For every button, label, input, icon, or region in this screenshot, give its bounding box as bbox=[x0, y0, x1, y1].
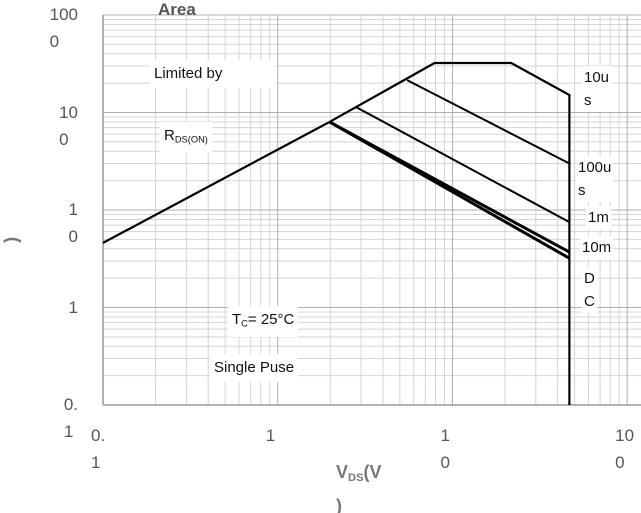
series-label: 1m bbox=[586, 206, 611, 229]
series-line bbox=[102, 61, 571, 405]
axis-label-text: V bbox=[336, 462, 349, 482]
axis-label-text: (A ) bbox=[0, 236, 21, 243]
y-tick-label: 1 bbox=[68, 297, 78, 317]
annotation: TC= 25°C bbox=[228, 306, 299, 338]
chart-title: Area bbox=[158, 0, 196, 19]
x-axis-label: VDS(V ) bbox=[336, 458, 382, 513]
annotation-sub: DS(ON) bbox=[174, 134, 208, 145]
series-line bbox=[328, 120, 571, 260]
y-tick-label: 100 0 bbox=[49, 5, 78, 51]
series-label: 10m bbox=[580, 236, 614, 259]
y-tick-label: 0. 1 bbox=[63, 395, 78, 441]
series-line bbox=[406, 79, 570, 165]
x-tick-label: 1 0 bbox=[440, 426, 450, 472]
series-line bbox=[355, 106, 570, 224]
annotation-text: T bbox=[232, 311, 242, 328]
axis-label-sub: DS bbox=[348, 471, 364, 484]
x-tick-label: 0. 1 bbox=[91, 426, 106, 472]
annotation-sub: C bbox=[241, 318, 248, 329]
axis-label-text: (V ) bbox=[336, 462, 382, 513]
series-label: D C bbox=[582, 267, 597, 313]
annotation-text: R bbox=[164, 127, 175, 144]
series-label: 100u s bbox=[576, 156, 614, 202]
x-tick-label: 1 bbox=[265, 426, 276, 445]
x-tick-label: 10 0 bbox=[615, 426, 635, 472]
series-label: 10u s bbox=[582, 66, 612, 112]
annotation: Limited by bbox=[150, 60, 276, 88]
y-tick-label: 10 0 bbox=[59, 102, 78, 149]
y-tick-label: 1 0 bbox=[68, 200, 78, 246]
y-axis-label: ID(A ) bbox=[0, 211, 25, 243]
annotation: Single Puse bbox=[210, 354, 299, 382]
annotation: RDS(ON) bbox=[160, 122, 212, 154]
annotation-text: = 25°C bbox=[247, 311, 295, 328]
